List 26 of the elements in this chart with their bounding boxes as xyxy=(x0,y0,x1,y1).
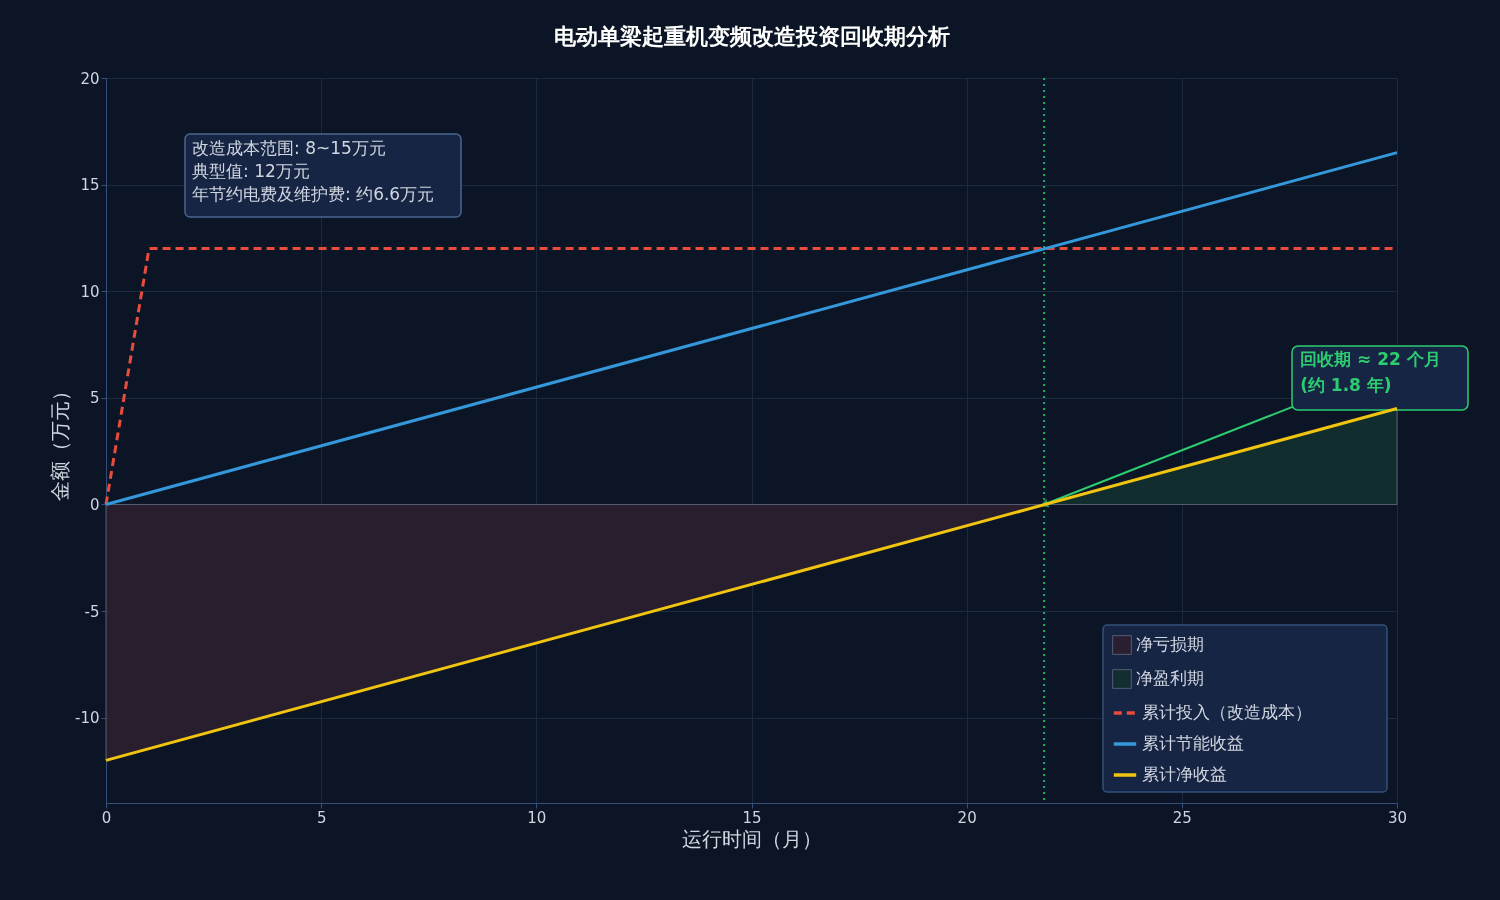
x-tick-label: 10 xyxy=(527,808,547,827)
x-tick-label: 30 xyxy=(1387,808,1408,827)
annotation: 回收期 ≈ 22 个月 (约 1.8 年) xyxy=(1300,349,1441,396)
y-tick-label: 5 xyxy=(89,389,100,408)
legend-label: 累计投入（改造成本） xyxy=(1142,702,1312,722)
y-tick-label: 10 xyxy=(80,282,100,301)
x-tick-label: 15 xyxy=(742,808,762,827)
y-tick-label: 20 xyxy=(80,69,100,88)
annotation: 改造成本范围: 8~15万元 xyxy=(192,138,386,158)
legend-label: 累计净收益 xyxy=(1142,764,1227,784)
x-tick-label: 25 xyxy=(1172,808,1192,827)
y-tick-label: 15 xyxy=(80,176,100,195)
x-tick-label: 20 xyxy=(957,808,977,827)
legend-label: 累计节能收益 xyxy=(1142,733,1244,753)
x-tick-label: 0 xyxy=(101,808,112,827)
y-tick-label: -5 xyxy=(84,602,100,621)
y-axis-title: 金额（万元） xyxy=(48,381,72,501)
y-tick-label: -10 xyxy=(75,709,100,728)
legend-label: 净盈利期 xyxy=(1136,668,1204,688)
annotation: 典型值: 12万元 xyxy=(192,161,310,181)
legend-label: 净亏损期 xyxy=(1136,634,1204,654)
x-axis-title: 运行时间（月） xyxy=(682,826,822,851)
y-tick-label: 0 xyxy=(89,495,100,514)
x-tick-label: 5 xyxy=(316,808,327,827)
annotation: 年节约电费及维护费: 约6.6万元 xyxy=(192,184,435,204)
chart-title: 电动单梁起重机变频改造投资回收期分析 xyxy=(553,24,950,49)
